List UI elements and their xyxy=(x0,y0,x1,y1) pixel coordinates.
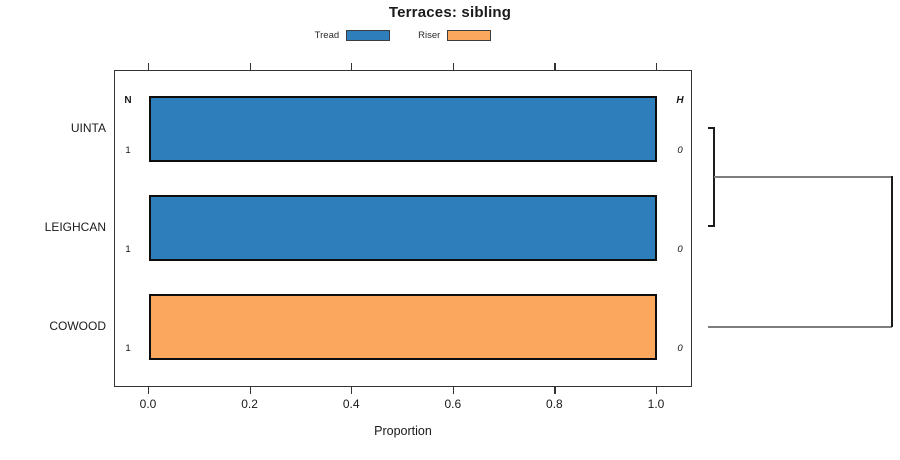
legend-swatch xyxy=(447,29,492,41)
dendrogram-merge-bracket xyxy=(713,127,715,227)
dendrogram-leaf-leighcan xyxy=(708,225,715,227)
x-tick-bottom xyxy=(656,387,658,394)
chart-legend: Tread Riser xyxy=(114,27,692,43)
x-tick-label: 0.6 xyxy=(444,397,462,411)
x-tick-bottom xyxy=(351,387,353,394)
h-value: 0 xyxy=(677,145,683,156)
x-tick-top xyxy=(554,63,556,70)
n-column-header: N xyxy=(124,95,132,106)
bar-segment-tread xyxy=(149,96,657,162)
legend-swatch xyxy=(346,29,391,41)
n-value: 1 xyxy=(125,145,131,156)
legend-label: Riser xyxy=(418,29,441,41)
dendrogram-leaf-uinta xyxy=(708,127,715,129)
h-value: 0 xyxy=(677,244,683,255)
x-tick-bottom xyxy=(554,387,556,394)
x-tick-bottom xyxy=(452,387,454,394)
dendrogram-cluster-link xyxy=(714,176,892,178)
n-value: 1 xyxy=(125,343,131,354)
h-column-header: H xyxy=(676,95,684,106)
x-tick-label: 0.0 xyxy=(139,397,157,411)
bar-segment-tread xyxy=(149,195,657,261)
x-tick-label: 0.4 xyxy=(342,397,360,411)
x-tick-label: 0.2 xyxy=(241,397,258,411)
x-tick-top xyxy=(351,63,353,70)
legend-item: Riser xyxy=(418,29,492,41)
x-tick-label: 1.0 xyxy=(647,397,665,411)
dendrogram-root xyxy=(891,176,893,327)
x-tick-top xyxy=(249,63,251,70)
bar-segment-riser xyxy=(149,294,657,360)
bar-row-cowood xyxy=(149,294,657,360)
y-axis-label: COWOOD xyxy=(49,319,106,333)
dendrogram-leaf-cowood xyxy=(708,326,892,328)
x-tick-top xyxy=(148,63,150,70)
legend-item: Tread xyxy=(314,29,391,41)
legend-label: Tread xyxy=(314,29,340,41)
x-tick-bottom xyxy=(148,387,150,394)
n-value: 1 xyxy=(125,244,131,255)
y-axis-label: UINTA xyxy=(70,121,106,135)
bar-row-leighcan xyxy=(149,195,657,261)
x-tick-top xyxy=(656,63,658,70)
h-value: 0 xyxy=(677,343,683,354)
x-tick-bottom xyxy=(249,387,251,394)
x-tick-top xyxy=(452,63,454,70)
plot-area xyxy=(114,70,692,387)
x-tick-label: 0.8 xyxy=(546,397,563,411)
y-axis-label: LEIGHCAN xyxy=(44,220,106,234)
x-axis-title: Proportion xyxy=(374,424,432,438)
bar-row-uinta xyxy=(149,96,657,162)
chart-title: Terraces: sibling xyxy=(388,4,512,21)
